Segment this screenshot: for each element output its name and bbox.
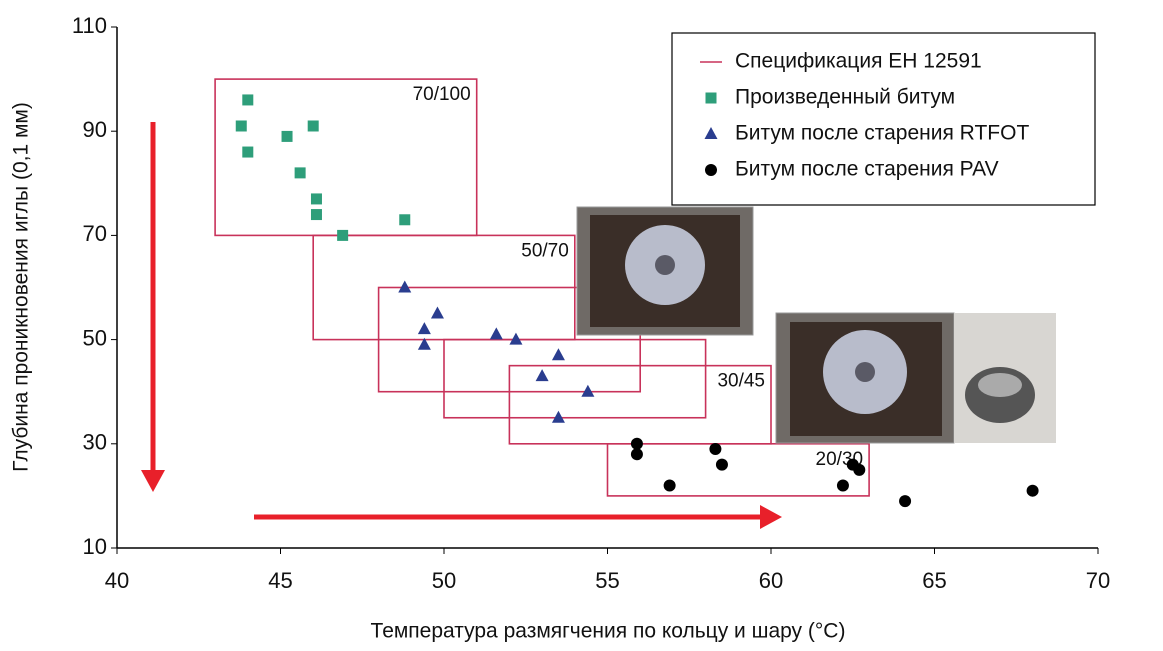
- point: [716, 459, 728, 471]
- point: [418, 322, 431, 334]
- point: [581, 385, 594, 397]
- legend-label: Произведенный битум: [735, 86, 955, 109]
- y-axis-title: Глубина проникновения иглы (0,1 мм): [10, 102, 33, 472]
- legend-swatch: [705, 164, 717, 176]
- point: [837, 479, 849, 491]
- x-tick-label: 50: [432, 568, 456, 593]
- legend-swatch: [706, 93, 717, 104]
- spec-box-label: 50/70: [521, 240, 569, 261]
- point: [1027, 485, 1039, 497]
- point: [282, 131, 293, 142]
- point: [536, 369, 549, 381]
- point: [242, 147, 253, 158]
- point: [853, 464, 865, 476]
- point: [242, 94, 253, 105]
- point: [552, 411, 565, 423]
- point: [631, 448, 643, 460]
- y-tick-label: 30: [83, 430, 107, 455]
- x-tick-label: 40: [105, 568, 129, 593]
- spec-box-label: 70/100: [413, 84, 471, 105]
- point: [398, 281, 411, 293]
- x-tick-label: 45: [268, 568, 292, 593]
- point: [236, 120, 247, 131]
- point: [308, 120, 319, 131]
- point: [431, 307, 444, 319]
- point: [295, 167, 306, 178]
- x-tick-label: 70: [1086, 568, 1110, 593]
- y-tick-label: 10: [83, 534, 107, 559]
- spec-box: [444, 340, 706, 418]
- x-tick-label: 60: [759, 568, 783, 593]
- chart: Температура размягчения по кольцу и шару…: [0, 0, 1163, 646]
- y-tick-label: 50: [83, 325, 107, 350]
- legend: Спецификация ЕН 12591 Произведенный битум…: [672, 33, 1095, 205]
- point: [490, 327, 503, 339]
- point: [311, 193, 322, 204]
- point: [311, 209, 322, 220]
- photo: [776, 313, 1056, 443]
- point: [552, 348, 565, 360]
- point: [709, 443, 721, 455]
- x-tick-label: 65: [922, 568, 946, 593]
- point: [399, 214, 410, 225]
- photo: [577, 207, 753, 335]
- y-tick-label: 90: [83, 117, 107, 142]
- point: [631, 438, 643, 450]
- legend-label: Битум после старения PAV: [735, 158, 999, 181]
- legend-label: Битум после старения RTFOT: [735, 122, 1029, 145]
- x-axis-title: Температура размягчения по кольцу и шару…: [371, 620, 846, 643]
- point: [899, 495, 911, 507]
- point: [664, 479, 676, 491]
- point: [509, 333, 522, 345]
- x-tick-label: 55: [595, 568, 619, 593]
- spec-box-label: 30/45: [717, 371, 765, 392]
- y-tick-label: 110: [72, 13, 107, 38]
- legend-label: Спецификация ЕН 12591: [735, 50, 982, 73]
- y-tick-label: 70: [83, 221, 107, 246]
- point: [337, 230, 348, 241]
